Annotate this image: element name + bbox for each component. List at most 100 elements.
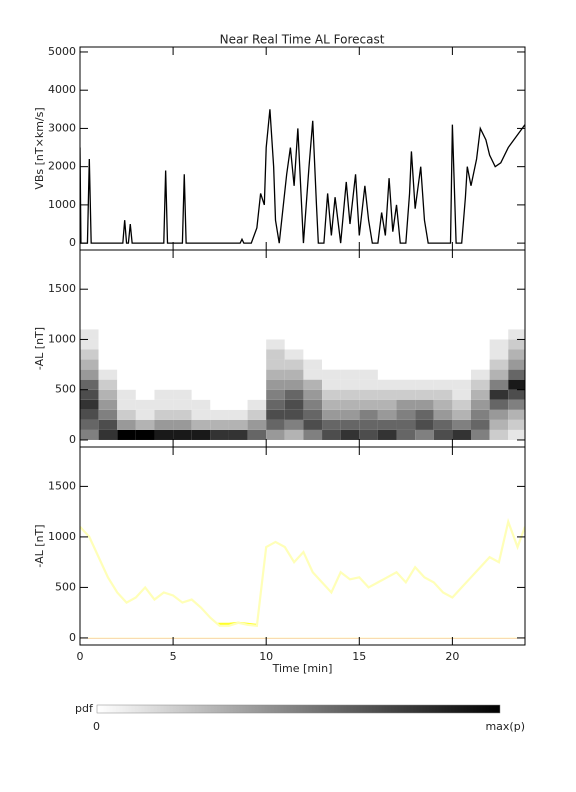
x-tick-label: 20 — [445, 650, 459, 663]
heat-cell — [471, 359, 490, 370]
heat-cell — [377, 329, 397, 340]
heat-cell — [322, 369, 341, 380]
heat-cell — [154, 429, 174, 440]
heat-cell — [303, 339, 323, 350]
heat-cell — [247, 399, 267, 410]
heat-cell — [508, 349, 525, 360]
heat-cell — [489, 349, 509, 360]
data-line — [80, 109, 525, 244]
heat-cell — [191, 369, 211, 380]
heat-cell — [228, 419, 248, 430]
heat-cell — [452, 389, 472, 400]
heat-cell — [489, 369, 509, 380]
heat-cell — [247, 369, 267, 380]
heat-cell — [284, 329, 304, 340]
heat-cell — [508, 339, 525, 350]
heat-cell — [80, 379, 99, 390]
heat-cell — [359, 389, 378, 400]
heat-cell — [452, 329, 472, 340]
heat-cell — [284, 409, 304, 420]
heat-cell — [340, 359, 360, 370]
y-tick-label: 1000 — [48, 530, 76, 543]
heat-cell — [210, 359, 229, 370]
heat-cell — [359, 369, 378, 380]
heat-cell — [415, 349, 434, 360]
heat-cell — [433, 329, 453, 340]
heat-cell — [173, 329, 192, 340]
heat-cell — [210, 399, 229, 410]
heat-cell — [191, 429, 211, 440]
heat-cell — [173, 429, 192, 440]
heat-cell — [489, 409, 509, 420]
heat-cell — [80, 349, 99, 360]
heat-cell — [191, 389, 211, 400]
y-tick-label: 1500 — [48, 282, 76, 295]
heat-cell — [303, 389, 323, 400]
heat-cell — [135, 429, 155, 440]
heat-cell — [415, 399, 434, 410]
x-axis-label: Time [min] — [272, 662, 333, 675]
band-area — [80, 521, 525, 638]
heat-cell — [191, 339, 211, 350]
heat-cell — [135, 389, 155, 400]
heat-cell — [433, 369, 453, 380]
heat-cell — [508, 399, 525, 410]
heat-cell — [359, 329, 378, 340]
heat-cell — [489, 329, 509, 340]
heat-cell — [471, 369, 490, 380]
heat-cell — [135, 419, 155, 430]
heat-cell — [284, 429, 304, 440]
heat-cell — [80, 369, 99, 380]
chart-title: Near Real Time AL Forecast — [220, 33, 385, 47]
heat-cell — [359, 339, 378, 350]
heat-cell — [303, 349, 323, 360]
heat-cell — [154, 399, 174, 410]
heat-cell — [471, 409, 490, 420]
heat-cell — [284, 399, 304, 410]
y-tick-label: 5000 — [48, 45, 76, 58]
heat-cell — [452, 379, 472, 390]
heat-cell — [173, 419, 192, 430]
heat-cell — [415, 389, 434, 400]
heat-cell — [303, 429, 323, 440]
heat-cell — [452, 339, 472, 350]
heat-cell — [340, 419, 360, 430]
heat-cell — [135, 349, 155, 360]
heat-cell — [228, 349, 248, 360]
heat-cell — [340, 329, 360, 340]
heat-cell — [433, 399, 453, 410]
heat-cell — [359, 429, 378, 440]
plot-area — [80, 329, 525, 440]
heat-cell — [322, 399, 341, 410]
heat-cell — [98, 349, 118, 360]
heat-cell — [471, 429, 490, 440]
heat-cell — [396, 399, 416, 410]
heat-cell — [433, 339, 453, 350]
heat-cell — [98, 419, 118, 430]
heat-cell — [98, 409, 118, 420]
heat-cell — [322, 329, 341, 340]
heat-cell — [173, 359, 192, 370]
heat-cell — [266, 389, 285, 400]
heat-cell — [117, 369, 136, 380]
heat-cell — [377, 339, 397, 350]
heat-cell — [191, 379, 211, 390]
heat-cell — [266, 379, 285, 390]
heat-cell — [396, 329, 416, 340]
heat-cell — [489, 379, 509, 390]
heat-cell — [322, 339, 341, 350]
heat-cell — [228, 329, 248, 340]
heat-cell — [173, 369, 192, 380]
heat-cell — [154, 389, 174, 400]
heat-cell — [98, 429, 118, 440]
heat-cell — [433, 419, 453, 430]
heat-cell — [508, 409, 525, 420]
heat-cell — [340, 399, 360, 410]
y-tick-label: 500 — [55, 383, 76, 396]
heat-cell — [191, 359, 211, 370]
heat-cell — [210, 329, 229, 340]
heat-cell — [322, 349, 341, 360]
heat-cell — [284, 349, 304, 360]
heat-cell — [210, 379, 229, 390]
